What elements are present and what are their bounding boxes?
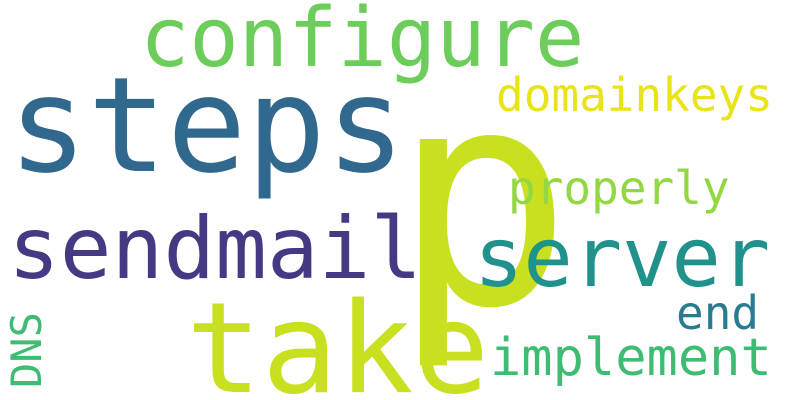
word-properly: properly (508, 161, 730, 215)
word-domainkeys: domainkeys (496, 68, 773, 122)
word-p: p (392, 25, 573, 374)
word-configure: configure (140, 0, 585, 86)
word-implement: implement (490, 328, 772, 388)
word-sendmail: sendmail (8, 199, 423, 299)
word-server: server (474, 211, 771, 306)
word-end: end (676, 286, 760, 340)
word-steps: steps (8, 49, 406, 203)
word-take: take (186, 275, 490, 400)
word-dns: DNS (2, 312, 51, 388)
